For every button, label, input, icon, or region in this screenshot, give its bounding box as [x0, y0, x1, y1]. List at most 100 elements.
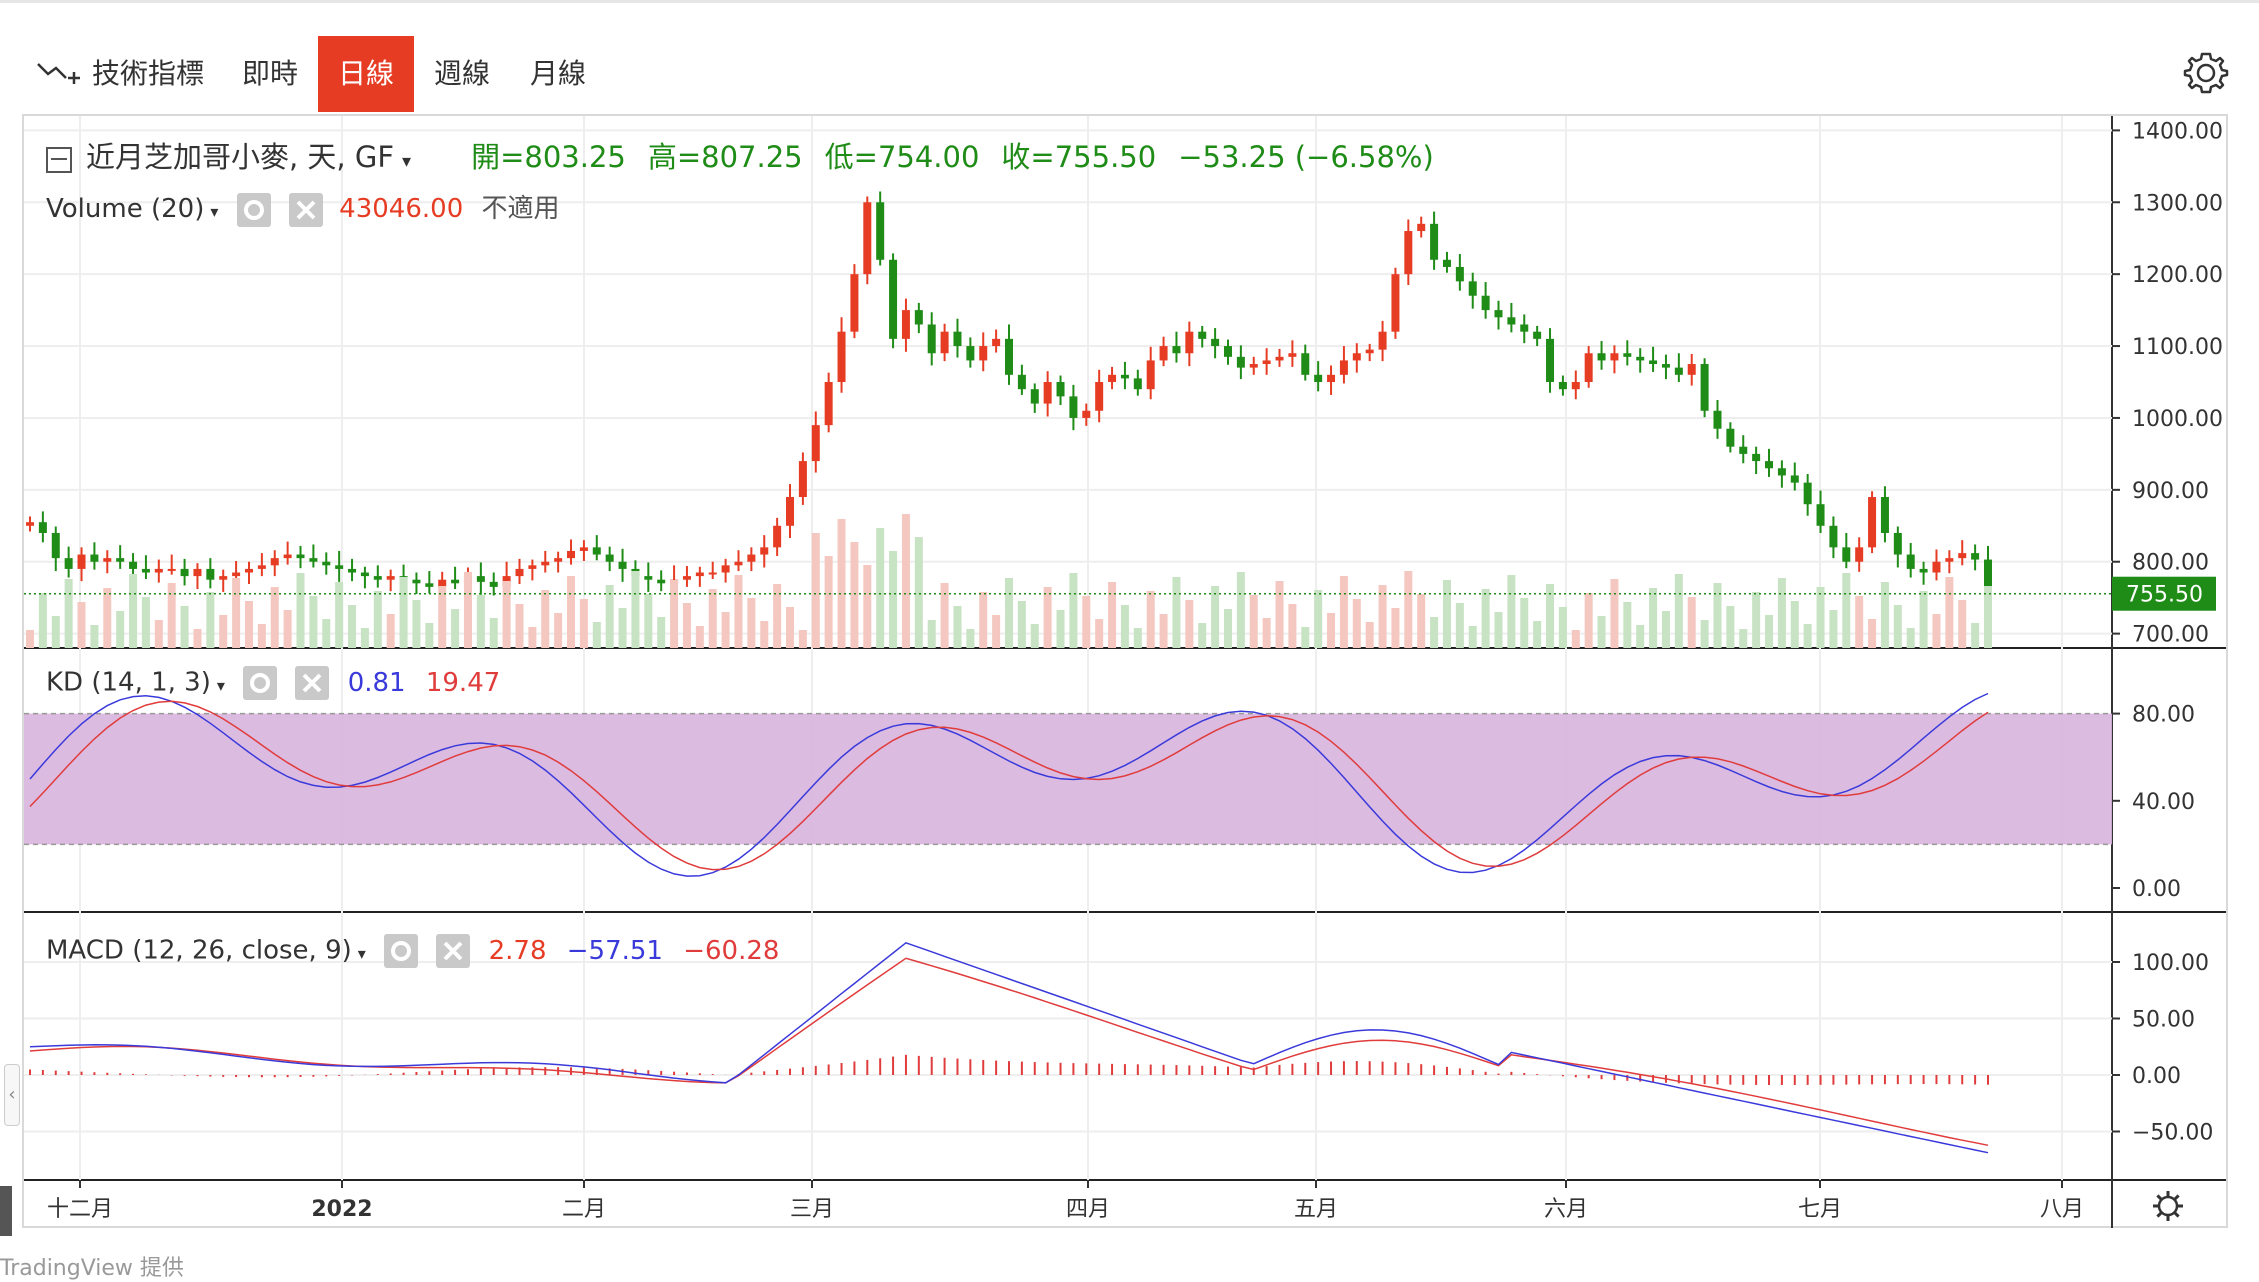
candle-body [1816, 504, 1825, 526]
kd-d-value: 19.47 [425, 667, 501, 698]
volume-bar [1584, 593, 1593, 648]
volume-bar [644, 594, 653, 648]
tab-monthly[interactable]: 月線 [530, 57, 587, 90]
tab-realtime[interactable]: 即時 [242, 57, 299, 90]
candle-body [1597, 353, 1606, 361]
candle-body [1945, 558, 1954, 562]
scroll-left-handle[interactable]: ‹ [4, 1064, 20, 1126]
volume-bar [1056, 610, 1065, 648]
volume-bar [1352, 599, 1361, 648]
candle-body [1558, 382, 1567, 390]
candle-body [309, 558, 318, 562]
candle-body [103, 558, 112, 562]
volume-bar [257, 624, 266, 648]
close-icon[interactable] [288, 192, 323, 227]
volume-bar [1816, 587, 1825, 648]
time-label: 六月 [1544, 1197, 1588, 1222]
kd-legend: KD (14, 1, 3) ▾ 0.81 19.47 [46, 666, 500, 700]
kd-k-value: 0.81 [347, 667, 406, 698]
candle-body [77, 554, 86, 569]
chevron-down-icon[interactable]: ▾ [216, 675, 225, 695]
last-price-label: 755.50 [2126, 583, 2203, 608]
last-price-tag [2112, 576, 2216, 611]
volume-bar [1404, 571, 1413, 648]
candle-body [850, 274, 859, 332]
settings-icon[interactable] [384, 934, 419, 968]
volume-bar [773, 584, 782, 648]
chart-frame [22, 114, 2228, 1228]
volume-bar [1803, 624, 1812, 648]
volume-bar [824, 556, 833, 648]
indicators-button[interactable]: 技術指標 [92, 57, 205, 90]
volume-bar [1185, 600, 1194, 648]
volume-bar [567, 576, 576, 648]
candle-body [1919, 568, 1928, 573]
time-axis-gear-icon[interactable] [2157, 1195, 2179, 1217]
macd-label[interactable]: MACD (12, 26, close, 9) [46, 935, 352, 966]
candle-body [541, 561, 550, 566]
candle-body [554, 558, 563, 562]
macd-axis-label: 100.00 [2132, 951, 2209, 976]
side-tab[interactable] [0, 1186, 12, 1236]
indicators-icon[interactable] [36, 56, 80, 96]
volume-bar [283, 610, 292, 648]
volume-bar [1906, 628, 1915, 648]
gear-tooth [2156, 1194, 2162, 1200]
volume-bar [1288, 604, 1297, 648]
close-icon[interactable] [436, 934, 471, 968]
volume-bar [1765, 615, 1774, 648]
volume-bar [1726, 606, 1735, 648]
chevron-down-icon[interactable]: ▾ [210, 202, 219, 221]
close-icon[interactable] [295, 666, 330, 700]
candle-body [1172, 346, 1181, 354]
macd-legend: MACD (12, 26, close, 9) ▾ 2.78 −57.51 −60… [46, 934, 779, 968]
volume-bar [1520, 598, 1529, 648]
candle-body [1533, 331, 1542, 339]
volume-bar [1327, 613, 1336, 648]
candle-body [373, 576, 382, 580]
candle-body [141, 568, 150, 573]
volume-bar [244, 601, 253, 648]
volume-bar [386, 614, 395, 648]
volume-bar [502, 581, 511, 648]
candle-body [1571, 382, 1580, 390]
settings-icon[interactable] [243, 666, 278, 700]
candle-body [51, 532, 60, 559]
collapse-icon[interactable] [46, 146, 72, 173]
volume-bar [1365, 622, 1374, 648]
candle-body [1146, 360, 1155, 390]
volume-bar [889, 551, 898, 648]
volume-bar [141, 597, 150, 648]
tab-weekly[interactable]: 週線 [434, 57, 491, 90]
volume-bar [206, 592, 215, 648]
gear-icon[interactable] [2183, 50, 2229, 96]
volume-bar [1661, 611, 1670, 648]
volume-bar [1339, 576, 1348, 648]
tab-daily[interactable]: 日線 [318, 36, 414, 112]
volume-bar [1752, 592, 1761, 648]
chevron-down-icon[interactable]: ▾ [357, 943, 366, 963]
kd-label[interactable]: KD (14, 1, 3) [46, 667, 211, 698]
candle-body [1404, 231, 1413, 275]
volume-label[interactable]: Volume (20) [46, 194, 205, 224]
candle-body [1726, 428, 1735, 447]
candle-body [283, 554, 292, 559]
candle-body [451, 579, 460, 584]
settings-icon[interactable] [236, 192, 271, 227]
volume-bar [335, 582, 344, 648]
candle-body [966, 346, 975, 361]
candle-body [811, 425, 820, 462]
candle-body [760, 547, 769, 555]
candle-body [1043, 382, 1052, 404]
candle-body [1211, 338, 1220, 347]
symbol-name[interactable]: 近月芝加哥小麥, 天, GF [86, 140, 395, 174]
candle-body [747, 554, 756, 562]
price-label: 700.00 [2132, 623, 2209, 648]
chevron-down-icon[interactable]: ▾ [402, 151, 412, 172]
candle-body [979, 346, 988, 361]
volume-bar [1958, 600, 1967, 648]
candle-body [1005, 338, 1013, 375]
volume-bar [309, 596, 318, 648]
candle-body [1984, 559, 1992, 595]
